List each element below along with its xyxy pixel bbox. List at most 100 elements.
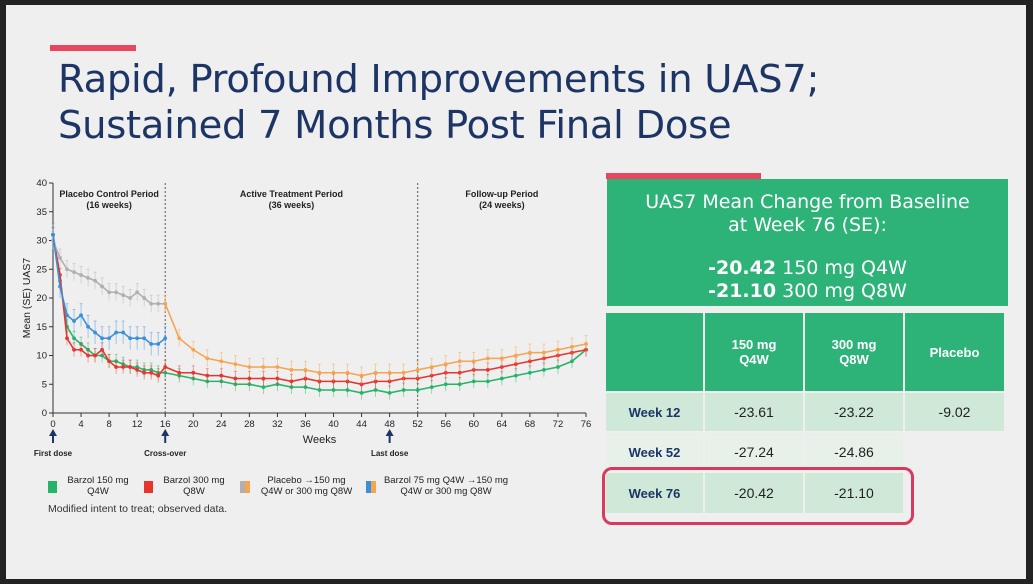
y-tick-label: 40 [36,178,47,189]
footnote: Modified intent to treat; observed data. [48,503,228,515]
cell-week-12-300mg: -23.22 [805,393,903,431]
data-point [429,365,434,369]
row-label-week-76: Week 76 [606,473,703,513]
y-tick-label: 35 [36,207,47,218]
legend-label-line-2: Q4W [87,486,109,497]
x-tick-label: 28 [244,419,255,430]
table-header-empty [606,313,703,391]
data-point [387,390,392,395]
title-line-2: Sustained 7 Months Post Final Dose [58,103,732,148]
legend-swatch [245,481,250,493]
title-line-1: Rapid, Profound Improvements in UAS7; [58,57,820,102]
data-point [345,388,350,392]
data-point [429,385,434,390]
data-point [156,373,161,378]
data-point [415,388,420,392]
legend-label-line-1: Barzol 75 mg Q4W →150 mg [383,475,509,486]
x-tick-label: 36 [300,419,311,430]
x-tick-label: 16 [160,419,171,430]
data-point [457,359,462,364]
data-point [156,301,161,306]
legend-label: Barzol 150 mg Q4W [62,475,134,497]
period-sublabel: (16 weeks) [86,200,132,210]
data-point [86,353,90,358]
legend-swatch [366,481,371,493]
data-point [72,347,76,352]
data-point [556,347,560,352]
marker-arrow-head [161,429,170,436]
data-point [205,373,210,378]
series-Barzol 150 mg Q4W [51,227,588,400]
data-point [114,290,119,295]
series-Barzol 75 mg Q4W →150 mg Q4W or 300 mg Q8W [51,222,168,356]
data-point [443,382,448,387]
data-point [373,388,378,392]
data-point [128,296,133,300]
row-label-week-52: Week 52 [606,433,703,471]
data-point [93,353,97,358]
data-point [86,275,90,280]
legend-label: Placebo →150 mg Q4W or 300 mg Q8W [254,475,359,497]
data-point [471,359,476,364]
data-point [163,365,168,369]
data-point [149,370,154,375]
table-header-150mg-text: 150 mg Q4W [731,337,777,367]
period-sublabel: (36 weeks) [269,200,315,210]
cell-week-76-150mg: -20.42 [705,473,803,513]
panel-heading-line-2: at Week 76 (SE): [728,214,887,236]
marker-arrow-head [49,429,57,436]
x-tick-label: 48 [384,419,395,430]
table-header-placebo: Placebo [905,313,1004,391]
data-point [86,324,90,329]
table-header-150mg: 150 mg Q4W [705,313,803,391]
table-row: Week 12 -23.61 -23.22 -9.02 [606,393,1004,431]
table-row: Week 52 -27.24 -24.86 [606,433,1004,471]
y-tick-label: 5 [42,379,47,390]
data-point [107,359,112,364]
table-row: Week 76 -20.42 -21.10 [606,473,1004,513]
y-tick-label: 20 [36,293,47,304]
data-point [156,342,161,346]
data-point [72,270,76,275]
data-point [457,370,462,375]
data-point [303,385,308,390]
y-axis-label: Mean (SE) UAS7 [21,258,33,339]
x-tick-label: 12 [132,419,143,430]
data-point [107,290,112,295]
data-point [65,267,69,272]
data-point [401,370,406,375]
data-point [233,376,238,381]
data-point [542,367,546,372]
legend-label-line-2: Q8W [183,486,205,497]
data-point [556,365,560,369]
table-header-placebo-text: Placebo [929,344,980,360]
cell-week-12-placebo: -9.02 [905,393,1004,431]
data-point [79,273,83,277]
legend-label-line-2: Q4W or 300 mg Q8W [260,486,353,497]
x-tick-label: 32 [272,419,283,430]
data-point [65,336,69,341]
data-point [79,313,83,318]
marker-label: Cross-over [144,449,186,458]
data-point [51,232,55,237]
table-header-300mg: 300 mg Q8W [805,313,903,391]
panel-value-150mg-dose: 150 mg Q4W [776,257,907,279]
marker-label: Last dose [371,449,409,458]
data-point [317,388,322,392]
panel-value-300mg-number: -21.10 [708,280,777,302]
data-point [93,278,97,283]
data-point [114,365,119,369]
table-header-300mg-text: 300 mg Q8W [831,337,877,367]
data-point [149,301,154,306]
legend-label-line-2: Q4W or 300 mg Q8W [400,486,492,497]
legend-swatch [144,481,153,493]
x-tick-label: 60 [469,419,480,430]
data-point [513,373,518,378]
series-Placebo →150 mg Q4W or 300 mg Q8W [51,231,168,313]
summary-panel: UAS7 Mean Change from Baseline at Week 7… [607,179,1008,306]
legend-label-line-1: Placebo →150 mg [267,475,346,486]
data-point [261,365,266,369]
series-line [52,234,587,386]
panel-value-300mg-dose: 300 mg Q8W [776,280,907,302]
